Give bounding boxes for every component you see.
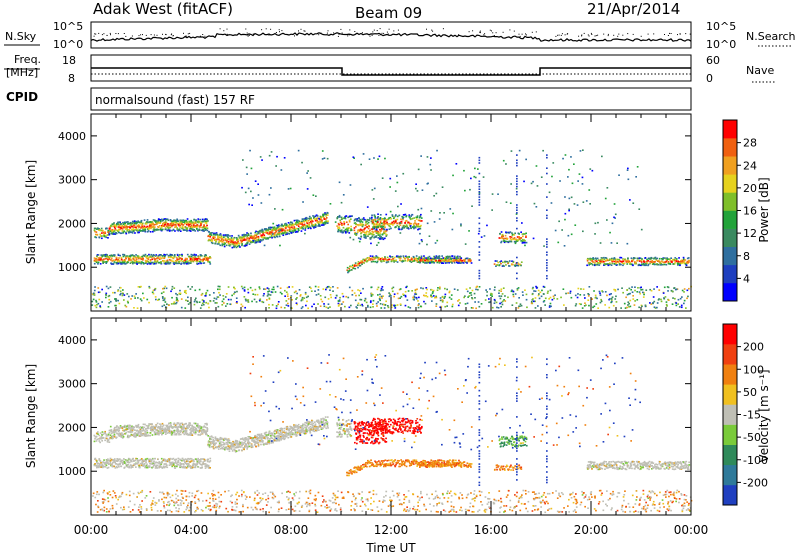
freq-trace <box>91 67 691 76</box>
cpid-text: normalsound (fast) 157 RF <box>95 93 255 107</box>
colorbar-swatch <box>723 324 737 345</box>
x-tick-label: 20:00 <box>574 523 609 537</box>
nave-tick-bottom: 0 <box>706 72 713 85</box>
colorbar-swatch <box>723 264 737 284</box>
freq-tick-bottom: 8 <box>68 72 75 85</box>
y-tick-label: 2000 <box>58 217 86 230</box>
colorbar-swatch <box>723 404 737 425</box>
colorbar-swatch <box>723 464 737 486</box>
freq-tick-top: 18 <box>62 54 76 67</box>
colorbar-swatch <box>723 444 737 466</box>
nave-label: Nave <box>746 64 774 77</box>
colorbar-swatch <box>723 364 737 385</box>
nave-tick-top: 60 <box>706 54 720 67</box>
power-ylabel: Slant Range [km] <box>24 160 38 264</box>
power-frame <box>90 113 692 312</box>
colorbar-swatch <box>723 228 737 247</box>
colorbar-tick-label: 100 <box>743 363 764 376</box>
station-title: Adak West (fitACF) <box>93 0 233 18</box>
power-y-ticks: 4000 3000 2000 1000 <box>58 130 691 274</box>
freq-unit-label: [MHz] <box>6 66 38 79</box>
noise-tick-bottom-left: 10^0 <box>53 38 83 51</box>
noise-tick-bottom-right: 10^0 <box>706 38 736 51</box>
y-tick-label: 3000 <box>58 174 86 187</box>
colorbar-swatch <box>723 192 737 211</box>
velocity-frame <box>90 317 692 516</box>
colorbar-swatch <box>723 120 737 139</box>
velocity-data <box>92 354 693 514</box>
y-tick-label: 1000 <box>58 261 86 274</box>
colorbar-swatch <box>723 384 737 405</box>
colorbar-tick-label: 4 <box>743 272 750 285</box>
x-tick-label: 12:00 <box>374 523 409 537</box>
colorbar-tick-label: 50 <box>743 386 757 399</box>
velocity-panel: 4000 3000 2000 1000 Slant Range [km] <box>24 317 693 516</box>
noise-tick-top-left: 10^5 <box>53 20 83 33</box>
colorbar-tick-label: 16 <box>743 205 757 218</box>
velocity-x-ticks <box>90 318 692 515</box>
colorbar-swatch <box>723 174 737 193</box>
colorbar-swatch <box>723 424 737 445</box>
velocity-colorbar-label: Velocity [m s⁻¹] <box>757 369 771 462</box>
velocity-ylabel: Slant Range [km] <box>24 364 38 468</box>
date-title: 21/Apr/2014 <box>587 0 680 18</box>
power-panel: 4000 3000 2000 1000 Slant Range [km] <box>24 113 692 312</box>
power-colorbar-label: Power [dB] <box>757 177 771 242</box>
x-tick-label: 00:00 <box>674 523 709 537</box>
y-tick-label: 1000 <box>58 465 86 478</box>
velocity-colorbar: 200 100 50 -15 -50 -100 -200 <box>722 323 768 506</box>
colorbar-tick-label: 200 <box>743 341 764 354</box>
x-tick-label: 00:00 <box>74 523 109 537</box>
beam-title: Beam 09 <box>355 4 422 22</box>
power-x-ticks <box>90 114 692 311</box>
y-tick-label: 2000 <box>58 421 86 434</box>
y-tick-label: 4000 <box>58 334 86 347</box>
colorbar-tick-label: -15 <box>743 409 761 422</box>
power-colorbar: 28 24 20 16 12 8 4 <box>722 119 757 302</box>
noise-trace <box>90 28 692 42</box>
x-tick-label: 04:00 <box>174 523 209 537</box>
power-data <box>91 149 692 310</box>
colorbar-tick-label: -200 <box>743 476 768 489</box>
cpid-panel <box>90 87 692 111</box>
y-tick-label: 4000 <box>58 130 86 143</box>
colorbar-tick-label: -50 <box>743 431 761 444</box>
velocity-y-ticks: 4000 3000 2000 1000 <box>58 334 691 478</box>
colorbar-swatch <box>723 484 737 506</box>
colorbar-swatch <box>723 246 737 266</box>
colorbar-swatch <box>723 138 737 157</box>
colorbar-tick-label: 24 <box>743 159 757 172</box>
colorbar-tick-label: 20 <box>743 182 757 195</box>
nsky-label: N.Sky <box>5 30 37 43</box>
colorbar-tick-label: 12 <box>743 227 757 240</box>
colorbar-swatch <box>723 282 737 302</box>
x-tick-label: 08:00 <box>274 523 309 537</box>
colorbar-tick-label: 28 <box>743 137 757 150</box>
noise-tick-top-right: 10^5 <box>706 20 736 33</box>
colorbar-swatch <box>723 156 737 175</box>
colorbar-swatch <box>723 210 737 229</box>
x-tick-labels: 00:00 04:00 08:00 12:00 16:00 20:00 00:00 <box>74 523 709 537</box>
x-tick-label: 16:00 <box>474 523 509 537</box>
colorbar-tick-label: 8 <box>743 250 750 263</box>
noise-panel <box>90 21 692 49</box>
y-tick-label: 3000 <box>58 378 86 391</box>
nsearch-label: N.Search <box>746 30 796 43</box>
cpid-label: CPID <box>6 90 38 104</box>
x-axis-label: Time UT <box>365 541 416 554</box>
freq-label: Freq. <box>14 53 41 66</box>
colorbar-swatch <box>723 344 737 365</box>
colorbar-tick-label: -100 <box>743 454 768 467</box>
